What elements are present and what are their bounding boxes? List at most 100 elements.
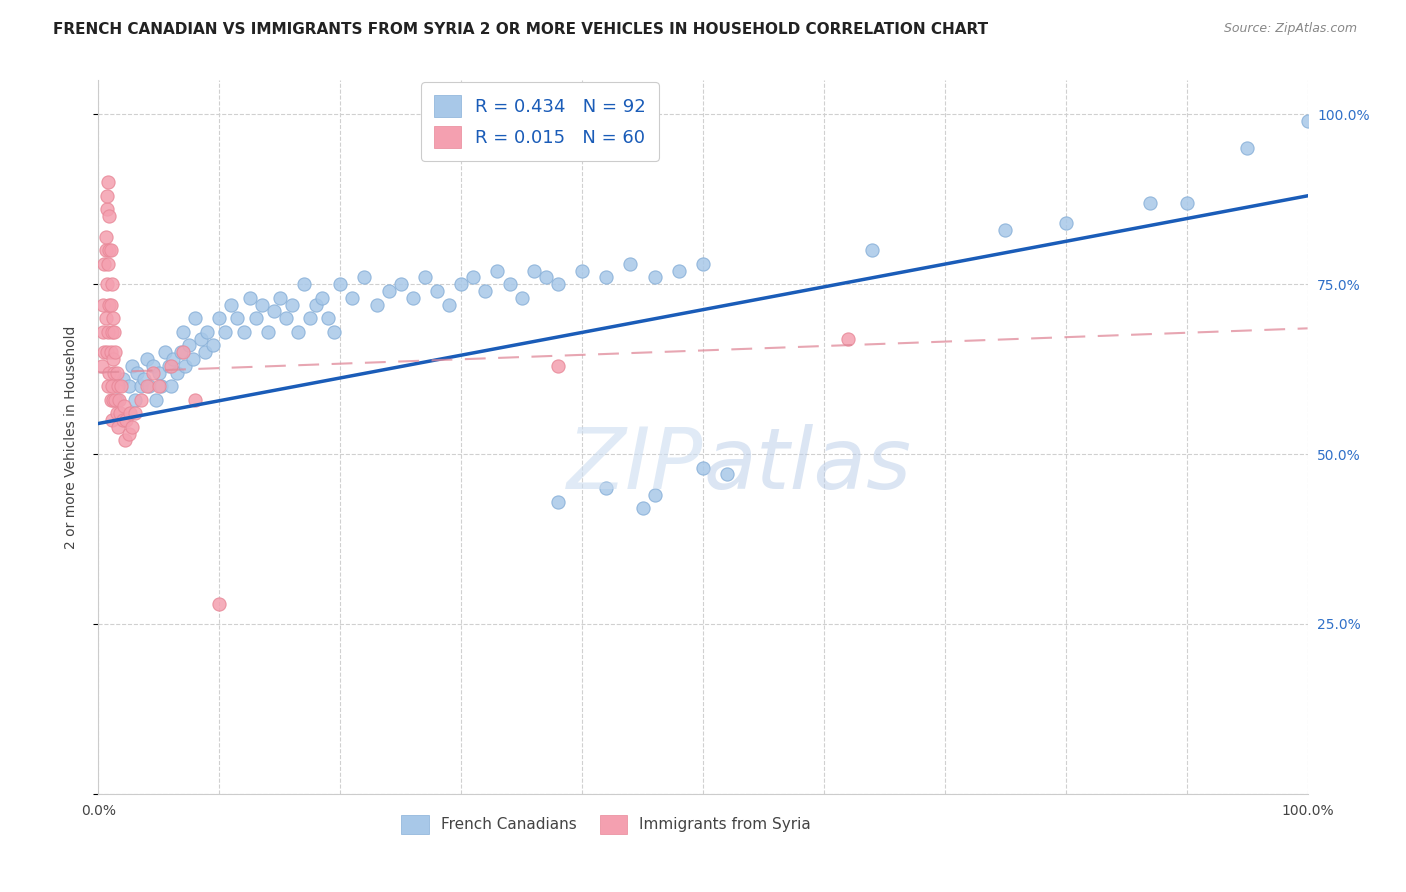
- Point: [619, 257, 641, 271]
- Point: [94, 311, 117, 326]
- Point: [1236, 141, 1258, 155]
- Y-axis label: 2 or more Vehicles in Household: 2 or more Vehicles in Household: [63, 326, 77, 549]
- Point: [115, 413, 138, 427]
- Point: [692, 460, 714, 475]
- Point: [101, 311, 124, 326]
- Point: [101, 392, 124, 407]
- Point: [644, 488, 666, 502]
- Point: [860, 243, 883, 257]
- Point: [150, 379, 173, 393]
- Point: [160, 379, 183, 393]
- Point: [104, 392, 127, 407]
- Point: [112, 400, 135, 414]
- Point: [523, 263, 546, 277]
- Point: [353, 270, 375, 285]
- Point: [692, 257, 714, 271]
- Point: [100, 277, 122, 292]
- Point: [162, 351, 184, 366]
- Point: [202, 338, 225, 352]
- Point: [174, 359, 197, 373]
- Point: [160, 359, 183, 373]
- Point: [97, 379, 120, 393]
- Point: [100, 297, 122, 311]
- Point: [287, 325, 309, 339]
- Point: [474, 284, 496, 298]
- Point: [184, 311, 207, 326]
- Point: [110, 379, 132, 393]
- Point: [426, 284, 449, 298]
- Point: [181, 351, 204, 366]
- Point: [366, 297, 388, 311]
- Point: [716, 467, 738, 482]
- Point: [269, 291, 291, 305]
- Point: [245, 311, 267, 326]
- Point: [172, 345, 194, 359]
- Point: [595, 481, 617, 495]
- Point: [179, 338, 201, 352]
- Point: [668, 263, 690, 277]
- Point: [281, 297, 304, 311]
- Point: [571, 263, 593, 277]
- Point: [1296, 114, 1319, 128]
- Point: [437, 297, 460, 311]
- Point: [208, 311, 231, 326]
- Point: [142, 366, 165, 380]
- Point: [342, 291, 364, 305]
- Point: [389, 277, 412, 292]
- Point: [232, 325, 254, 339]
- Point: [323, 325, 346, 339]
- Point: [107, 379, 129, 393]
- Point: [97, 175, 120, 189]
- Point: [1139, 195, 1161, 210]
- Point: [103, 325, 125, 339]
- Point: [96, 277, 118, 292]
- Text: ZIP: ZIP: [567, 424, 703, 508]
- Point: [118, 426, 141, 441]
- Point: [274, 311, 297, 326]
- Point: [118, 379, 141, 393]
- Point: [91, 297, 114, 311]
- Point: [121, 359, 143, 373]
- Point: [91, 325, 114, 339]
- Point: [194, 345, 217, 359]
- Point: [105, 392, 128, 407]
- Point: [498, 277, 520, 292]
- Point: [103, 366, 125, 380]
- Point: [148, 366, 170, 380]
- Point: [100, 413, 122, 427]
- Point: [93, 257, 115, 271]
- Point: [97, 325, 120, 339]
- Point: [124, 392, 146, 407]
- Point: [450, 277, 472, 292]
- Point: [311, 291, 333, 305]
- Point: [96, 202, 118, 217]
- Point: [138, 379, 160, 393]
- Point: [256, 325, 278, 339]
- Point: [94, 229, 117, 244]
- Point: [631, 501, 654, 516]
- Point: [96, 345, 118, 359]
- Point: [329, 277, 352, 292]
- Point: [104, 345, 127, 359]
- Point: [91, 359, 114, 373]
- Point: [994, 223, 1017, 237]
- Point: [263, 304, 285, 318]
- Point: [166, 366, 188, 380]
- Point: [100, 379, 122, 393]
- Point: [129, 379, 152, 393]
- Point: [169, 345, 191, 359]
- Point: [111, 372, 134, 386]
- Point: [94, 243, 117, 257]
- Point: [226, 311, 249, 326]
- Point: [299, 311, 322, 326]
- Point: [142, 359, 165, 373]
- Point: [148, 379, 170, 393]
- Point: [221, 297, 243, 311]
- Point: [135, 379, 157, 393]
- Point: [402, 291, 425, 305]
- Point: [413, 270, 436, 285]
- Point: [486, 263, 509, 277]
- Point: [547, 494, 569, 508]
- Point: [98, 243, 121, 257]
- Point: [644, 270, 666, 285]
